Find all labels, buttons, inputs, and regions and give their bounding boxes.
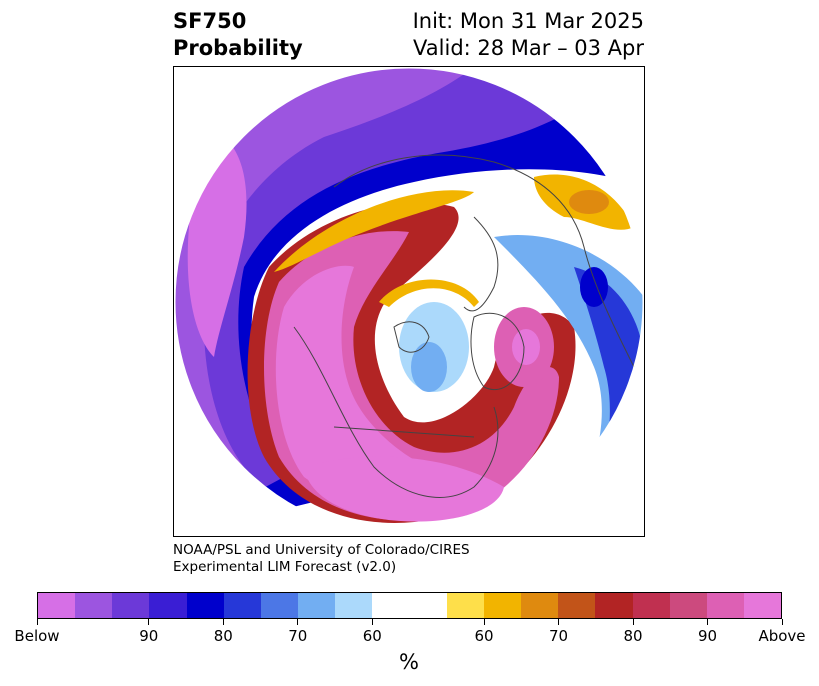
colorbar-tick (707, 619, 708, 625)
below-region-light (175, 68, 474, 536)
colorbar-tick (297, 619, 299, 625)
credit-line1: NOAA/PSL and University of Colorado/CIRE… (173, 542, 470, 558)
colorbar-tick (558, 619, 559, 625)
colorbar-tick-label: 90 (139, 627, 159, 645)
colorbar-swatch (409, 593, 447, 618)
colorbar-swatch (595, 593, 633, 618)
coastline-north-america (293, 326, 499, 498)
colorbar-swatch (632, 593, 670, 618)
below-pale-pole-core (411, 342, 447, 392)
colorbar-tick (36, 619, 38, 625)
colorbar-tick-label: 80 (623, 627, 643, 645)
map-panel (173, 66, 645, 537)
colorbar-tick-label: 60 (362, 627, 382, 645)
coastline-europe (463, 216, 499, 312)
polar-map (174, 67, 644, 536)
colorbar-swatch (372, 593, 410, 618)
map-title: SF750 Probability (173, 8, 303, 62)
colorbar-swatch (669, 593, 707, 618)
colorbar-swatch (483, 593, 522, 618)
valid-range: Valid: 28 Mar – 03 Apr (413, 36, 644, 60)
title-variable: SF750 (173, 9, 247, 33)
colorbar-swatch (558, 593, 596, 618)
colorbar-tick-label: 80 (213, 627, 233, 645)
colorbar-tick (632, 619, 634, 625)
colorbar-tick (781, 619, 783, 625)
colorbar-tick (222, 619, 224, 625)
above-region-light (275, 265, 429, 499)
map-dates: Init: Mon 31 Mar 2025 Valid: 28 Mar – 03… (413, 8, 644, 62)
coastlines (293, 154, 635, 498)
border-us-canada (333, 426, 475, 438)
colorbar-tick-label: 70 (548, 627, 569, 645)
colorbar-swatch (446, 593, 484, 618)
colorbar-swatch (298, 593, 336, 618)
colorbar-swatch (112, 593, 150, 618)
above-core-east-max (512, 329, 540, 365)
colorbar-tick-label: 60 (474, 627, 494, 645)
below-region-mid (175, 68, 614, 536)
credit-text: NOAA/PSL and University of Colorado/CIRE… (173, 542, 470, 576)
colorbar-swatch (706, 593, 744, 618)
colorbar-swatch (335, 593, 373, 618)
colorbar-swatch (149, 593, 187, 618)
colorbar-tick-label: 90 (697, 627, 718, 645)
below-core-east (580, 267, 608, 307)
colorbar-swatch (743, 593, 782, 618)
title-quantity: Probability (173, 36, 303, 60)
colorbar-swatch (38, 593, 76, 618)
colorbar-swatch (75, 593, 113, 618)
colorbar-swatch (260, 593, 299, 618)
colorbar-tick-label: Below (14, 627, 60, 645)
map-disc-edge (174, 67, 644, 536)
colorbar (37, 592, 782, 619)
colorbar-tick-label: Above (758, 627, 806, 645)
colorbar-tick (148, 619, 150, 625)
above-core-northeast (569, 190, 609, 214)
colorbar-tick (483, 619, 485, 625)
colorbar-tick-label: 70 (288, 627, 308, 645)
colorbar-swatch (223, 593, 261, 618)
colorbar-units: % (399, 650, 419, 674)
above-fringe-pole (379, 279, 479, 307)
colorbar-swatch (186, 593, 224, 618)
init-date: Init: Mon 31 Mar 2025 (412, 9, 644, 33)
colorbar-swatch (521, 593, 559, 618)
colorbar-tick (371, 619, 373, 625)
coastline-greenland (470, 312, 525, 390)
above-fringe-north (274, 190, 474, 272)
credit-line2: Experimental LIM Forecast (v2.0) (173, 559, 397, 575)
probability-field (175, 68, 643, 536)
coastline-eurasia (333, 154, 635, 368)
coastline-arctic-islands (393, 321, 430, 353)
